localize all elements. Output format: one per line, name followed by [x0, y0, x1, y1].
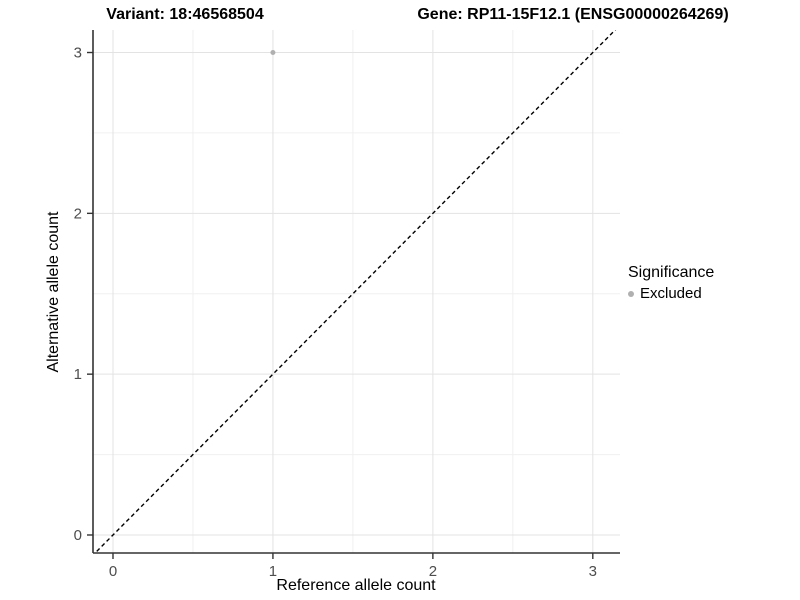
y-tick-label: 2 — [74, 205, 82, 222]
data-point — [270, 50, 276, 56]
y-tick-label: 3 — [74, 45, 82, 62]
y-tick-label: 0 — [74, 527, 82, 544]
x-tick-label: 3 — [589, 563, 597, 580]
legend-item-excluded: Excluded — [628, 285, 714, 302]
x-axis-title: Reference allele count — [276, 577, 436, 594]
y-axis-title: Alternative allele count — [45, 211, 62, 373]
legend-title: Significance — [628, 264, 715, 281]
x-tick-label: 2 — [429, 563, 437, 580]
x-tick-label: 1 — [269, 563, 277, 580]
y-tick-label: 1 — [74, 366, 82, 383]
legend: Significance Excluded — [628, 264, 714, 302]
excluded-point-swatch — [628, 290, 634, 297]
identity-reference-line — [94, 30, 617, 553]
legend-item-label: Excluded — [640, 285, 702, 302]
x-tick-label: 0 — [109, 563, 117, 580]
gene-title: Gene: RP11-15F12.1 (ENSG00000264269) — [417, 6, 729, 23]
variant-title: Variant: 18:46568504 — [106, 6, 264, 23]
